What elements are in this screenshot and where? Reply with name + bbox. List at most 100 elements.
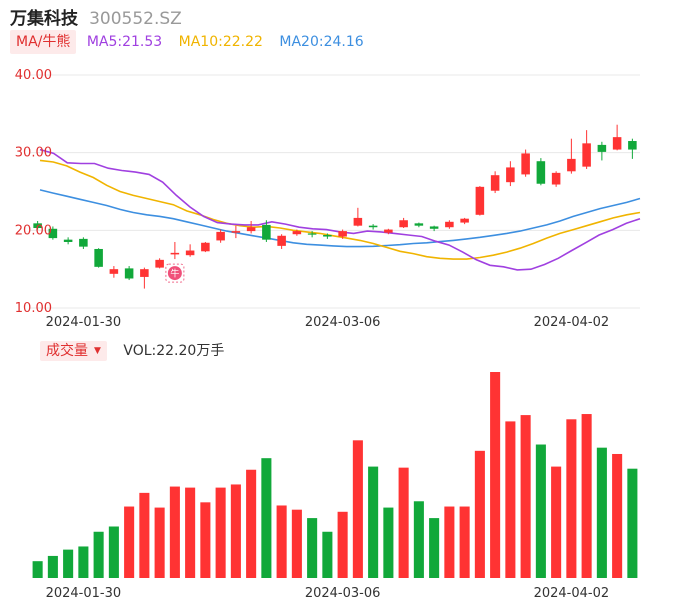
volume-bar (185, 487, 196, 578)
candle (94, 248, 103, 268)
candle (368, 224, 378, 230)
stock-code: 300552.SZ (89, 9, 182, 29)
ma5-line (39, 148, 641, 271)
volume-bar (32, 561, 43, 578)
date-tick-label: 2024-03-06 (305, 315, 381, 330)
candle (506, 161, 515, 187)
volume-indicator-dropdown[interactable]: 成交量 ▼ (40, 341, 107, 361)
volume-bar (63, 549, 74, 578)
volume-bar (169, 486, 180, 578)
volume-value-label: VOL:22.20万手 (123, 343, 225, 359)
candle (338, 229, 347, 239)
price-tick-label: 10.00 (15, 301, 52, 316)
volume-date-tick-label: 2024-04-02 (534, 586, 610, 601)
volume-bar (78, 546, 89, 578)
candle (414, 222, 424, 228)
candle (185, 244, 195, 257)
volume-bar (337, 511, 348, 578)
candle (429, 225, 439, 232)
date-tick-label: 2024-04-02 (534, 315, 610, 330)
candle (140, 267, 149, 289)
volume-bar (154, 507, 165, 578)
candle (79, 237, 88, 249)
candle (33, 221, 42, 230)
ma20-line (39, 189, 641, 248)
price-axis-ticks: 40.00 30.00 20.00 10.00 (15, 68, 52, 316)
volume-bar (383, 507, 394, 578)
bull-badge-label: 牛 (170, 268, 179, 280)
date-axis-ticks: 2024-01-30 2024-03-06 2024-04-02 2024-01-30… (46, 315, 610, 601)
candle (216, 229, 225, 243)
candle (597, 141, 607, 161)
price-tick-label: 30.00 (15, 146, 52, 161)
candle (277, 234, 286, 249)
volume-bars (32, 372, 638, 578)
volume-bar (596, 447, 607, 578)
candle (323, 233, 332, 239)
volume-legend-row: 成交量 ▼ VOL:22.20万手 (40, 341, 224, 361)
candle (170, 241, 180, 260)
candle (445, 220, 454, 229)
volume-bar (551, 466, 562, 578)
candle (612, 124, 622, 151)
candle (582, 130, 591, 169)
volume-bar (398, 467, 409, 578)
candle (353, 207, 363, 227)
candle (384, 228, 393, 235)
volume-bar (459, 506, 470, 578)
volume-bar (413, 501, 424, 578)
volume-bar (291, 509, 302, 578)
candle (307, 231, 317, 238)
ma5-legend-label: MA5:21.53 (86, 34, 163, 50)
bull-badge[interactable]: 牛 (165, 263, 185, 283)
candle (109, 266, 119, 278)
volume-bar (581, 414, 592, 578)
volume-bar (566, 419, 577, 578)
candle (231, 225, 241, 239)
candle (490, 171, 500, 194)
bull-badge-frame (165, 263, 185, 283)
ma20-legend-label: MA20:24.16 (279, 34, 364, 50)
volume-bar (108, 526, 119, 578)
bull-icon (167, 266, 182, 281)
volume-bar (230, 484, 241, 578)
volume-bar (612, 453, 623, 578)
volume-bar (505, 421, 516, 578)
volume-bar (322, 531, 333, 578)
candle (246, 221, 256, 234)
volume-date-tick-label: 2024-03-06 (305, 586, 381, 601)
candle (551, 171, 561, 187)
volume-bar (352, 440, 363, 578)
volume-bar (124, 506, 135, 578)
volume-bar (200, 502, 211, 578)
volume-bar (93, 531, 104, 578)
candle (155, 258, 164, 269)
volume-bar (215, 487, 226, 578)
candle (124, 266, 134, 281)
candle (292, 229, 302, 236)
volume-bar (535, 444, 546, 578)
volume-bar (261, 458, 272, 578)
candle (567, 138, 576, 174)
volume-bar (520, 415, 531, 578)
volume-indicator-label: 成交量 (46, 343, 88, 359)
candle (536, 158, 546, 186)
candlestick-series (33, 124, 637, 289)
candle (460, 217, 469, 225)
ma10-legend-label: MA10:22.22 (178, 34, 263, 50)
moving-average-lines (39, 148, 641, 271)
caret-down-icon: ▼ (94, 346, 101, 356)
volume-bar (627, 468, 638, 578)
volume-date-tick-label: 2024-01-30 (46, 586, 122, 601)
ma-legend-row: MA/牛熊 MA5:21.53 MA10:22.22 MA20:24.16 (10, 30, 376, 54)
date-tick-label: 2024-01-30 (46, 315, 122, 330)
price-tick-label: 40.00 (15, 68, 52, 83)
volume-bar (490, 372, 501, 578)
price-tick-label: 20.00 (15, 223, 52, 238)
ma-bull-bear-toggle[interactable]: MA/牛熊 (10, 30, 77, 54)
title-row: 万集科技 300552.SZ (10, 4, 182, 29)
stock-name: 万集科技 (10, 9, 78, 29)
volume-bar (139, 492, 150, 578)
volume-bar (368, 466, 379, 578)
